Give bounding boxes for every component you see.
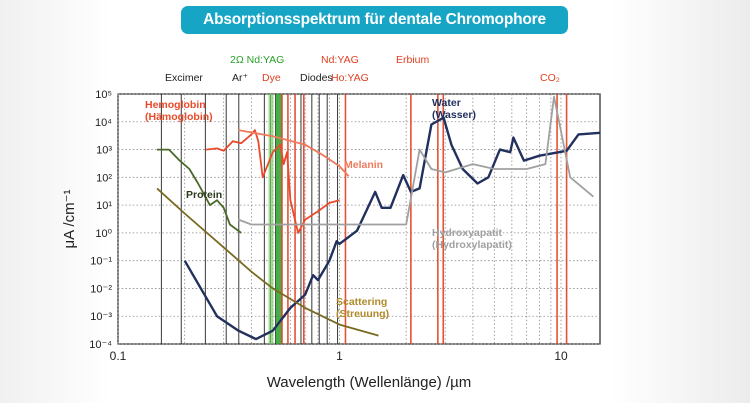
- series-label: Hemoglobin: [145, 99, 206, 111]
- y-tick-label: 10⁻²: [90, 283, 112, 295]
- series-lines: [156, 95, 601, 341]
- laser-label: Ho:YAG: [331, 72, 369, 84]
- laser-label: CO₂: [540, 72, 560, 84]
- series-line-scattering: [156, 187, 379, 337]
- y-tick-label: 10⁻³: [90, 311, 112, 323]
- series-line-hydroxyapatit: [238, 95, 594, 226]
- y-tick-label: 10²: [96, 172, 112, 184]
- series-label-2: (Streuung): [336, 308, 389, 320]
- series-label: Protein: [186, 189, 222, 201]
- x-tick-label: 0.1: [110, 349, 127, 363]
- axis-labels: 10⁻⁴ 10⁻³ 10⁻² 10⁻¹ 10⁰ 10¹ 10² 10³ 10⁴ 10⁵ 0.1 1 10…: [61, 89, 568, 391]
- chart-title-badge: Absorptionsspektrum für dentale Chromoph…: [181, 6, 568, 34]
- y-tick-label: 10³: [96, 145, 112, 157]
- y-tick-label: 10⁻¹: [90, 256, 112, 268]
- plot-area: [118, 94, 600, 344]
- series-label-2: (Hydroxylapatit): [432, 239, 512, 251]
- laser-label: Erbium: [396, 54, 430, 66]
- laser-label: Nd:YAG: [321, 54, 359, 66]
- x-tick-label: 10: [554, 349, 568, 363]
- y-tick-label: 10⁴: [95, 117, 112, 129]
- right-margin-shade: [610, 0, 750, 403]
- laser-label: Dye: [262, 72, 281, 84]
- series-line-water: [183, 116, 601, 341]
- series-label: Melanin: [344, 159, 383, 171]
- left-margin-shade: [0, 0, 110, 403]
- series-label: Water: [432, 97, 461, 109]
- series-line-melanin: [238, 129, 350, 177]
- y-tick-label: 10⁵: [95, 89, 112, 101]
- laser-label: Ar⁺: [232, 72, 249, 84]
- laser-label: Diodes: [300, 72, 333, 84]
- y-axis-title: μA /cm⁻¹: [61, 189, 78, 248]
- y-tick-label: 10¹: [96, 200, 112, 212]
- x-axis-title: Wavelength (Wellenlänge) /µm: [267, 374, 472, 391]
- y-tick-label: 10⁻⁴: [89, 339, 112, 351]
- laser-label: 2Ω Nd:YAG: [230, 54, 284, 66]
- x-tick-label: 1: [336, 349, 343, 363]
- plot-frame-group: [117, 93, 601, 345]
- series-label-2: (Hämoglobin): [145, 111, 213, 123]
- series-label: Scattering: [336, 296, 387, 308]
- laser-lines: [160, 94, 568, 344]
- series-label: Hydroxyapatit: [432, 227, 503, 239]
- series-label-2: (Wasser): [432, 109, 476, 121]
- grid-lines: [117, 93, 600, 345]
- laser-band: [268, 94, 274, 344]
- chart-labels: Excimer Ar⁺ 2Ω Nd:YAG Dye Diodes Nd:YAG Ho:YAG…: [145, 54, 560, 320]
- y-tick-label: 10⁰: [95, 228, 112, 240]
- series-line-protein: [157, 148, 242, 234]
- laser-label: Excimer: [165, 72, 203, 84]
- series-line-hemoglobin: [206, 129, 340, 234]
